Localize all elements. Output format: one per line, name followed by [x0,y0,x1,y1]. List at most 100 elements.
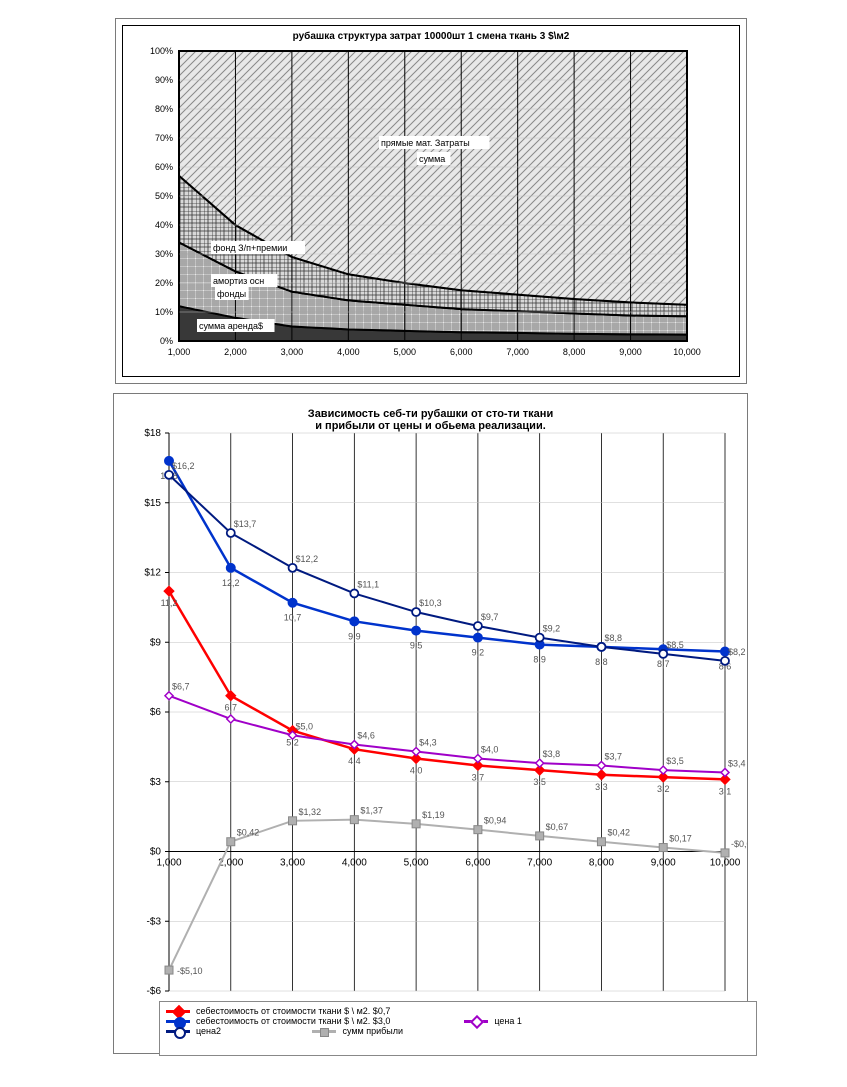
svg-text:8,000: 8,000 [589,858,614,869]
area-chart: 0%10%20%30%40%50%60%70%80%90%100%1,0002,… [116,19,746,383]
svg-text:0%: 0% [160,336,173,346]
svg-text:11,2: 11,2 [161,598,178,608]
svg-text:3,000: 3,000 [281,347,304,357]
svg-text:8,7: 8,7 [657,659,670,669]
svg-text:10%: 10% [155,307,173,317]
svg-text:12,2: 12,2 [222,578,240,588]
svg-text:80%: 80% [155,104,173,114]
svg-text:9,2: 9,2 [472,648,485,658]
svg-text:3,1: 3,1 [719,786,732,796]
svg-text:$3,7: $3,7 [604,751,622,761]
svg-text:$6: $6 [150,707,162,718]
svg-text:8,9: 8,9 [533,655,546,665]
svg-text:фонд З/п+премии: фонд З/п+премии [213,243,287,253]
svg-text:3,2: 3,2 [657,784,670,794]
svg-text:$1,19: $1,19 [422,810,445,820]
legend-item: себестоимость от стоимости ткани $ \ м2.… [166,1006,446,1016]
svg-text:$6,7: $6,7 [172,682,190,692]
svg-text:$4,0: $4,0 [481,745,499,755]
svg-text:7,000: 7,000 [527,858,552,869]
svg-text:7,000: 7,000 [506,347,529,357]
svg-text:$8,2: $8,2 [728,647,746,657]
svg-text:100%: 100% [150,46,173,56]
svg-text:4,0: 4,0 [410,766,423,776]
svg-text:9,9: 9,9 [348,631,361,641]
svg-text:$0,42: $0,42 [607,828,630,838]
svg-text:$1,32: $1,32 [299,807,322,817]
svg-text:$9,7: $9,7 [481,612,499,622]
svg-text:$18: $18 [144,428,161,439]
svg-text:$8,8: $8,8 [604,633,622,643]
svg-text:$0,67: $0,67 [546,822,569,832]
area-chart-panel: рубашка структура затрат 10000шт 1 смена… [115,18,747,384]
svg-text:3,5: 3,5 [533,777,546,787]
svg-text:8,8: 8,8 [595,657,608,667]
svg-text:5,000: 5,000 [394,347,417,357]
svg-text:-$5,10: -$5,10 [177,966,203,976]
svg-text:$9: $9 [150,637,162,648]
svg-text:$10,3: $10,3 [419,598,442,608]
legend-label: сумм прибыли [342,1026,403,1036]
svg-text:2,000: 2,000 [224,347,247,357]
svg-text:6,000: 6,000 [465,858,490,869]
svg-text:$13,7: $13,7 [234,519,257,529]
svg-text:$0: $0 [150,847,162,858]
svg-text:фонды: фонды [217,289,246,299]
svg-text:-$6: -$6 [147,986,162,997]
svg-text:$12,2: $12,2 [296,554,319,564]
svg-text:-$0,06: -$0,06 [731,839,747,849]
svg-text:$4,6: $4,6 [357,731,375,741]
svg-text:$8,5: $8,5 [666,640,684,650]
legend-label: себестоимость от стоимости ткани $ \ м2.… [196,1016,390,1026]
svg-text:$5,0: $5,0 [296,721,314,731]
svg-text:$4,3: $4,3 [419,738,437,748]
svg-text:прямые мат. Затраты: прямые мат. Затраты [381,138,470,148]
legend-label: себестоимость от стоимости ткани $ \ м2.… [196,1006,390,1016]
legend-label: цена 1 [494,1016,522,1026]
svg-text:10,7: 10,7 [284,613,302,623]
svg-text:10,000: 10,000 [710,858,741,869]
svg-text:5,000: 5,000 [404,858,429,869]
svg-text:$3: $3 [150,777,162,788]
svg-text:$12: $12 [144,568,161,579]
svg-text:$16,2: $16,2 [172,461,195,471]
legend-item: сумм прибыли [312,1026,440,1036]
svg-text:3,7: 3,7 [472,772,485,782]
line-chart-legend: себестоимость от стоимости ткани $ \ м2.… [159,1001,757,1056]
svg-text:$3,5: $3,5 [666,756,684,766]
svg-text:$9,2: $9,2 [543,624,561,634]
svg-text:9,000: 9,000 [651,858,676,869]
line-chart-panel: Зависимость себ-ти рубашки от сто-ти тка… [113,393,748,1054]
line-chart: -$6-$3$0$3$6$9$12$15$181,0002,0003,0004,… [114,394,747,1053]
svg-text:$0,17: $0,17 [669,834,692,844]
legend-item: цена2 [166,1026,294,1036]
svg-text:8,000: 8,000 [563,347,586,357]
svg-text:$15: $15 [144,498,161,509]
svg-text:$0,94: $0,94 [484,816,507,826]
svg-text:6,000: 6,000 [450,347,473,357]
legend-label: цена2 [196,1026,221,1036]
svg-text:4,000: 4,000 [337,347,360,357]
svg-text:90%: 90% [155,75,173,85]
svg-text:$3,8: $3,8 [543,749,561,759]
svg-text:$1,37: $1,37 [360,806,383,816]
svg-text:3,000: 3,000 [280,858,305,869]
svg-text:20%: 20% [155,278,173,288]
svg-text:9,000: 9,000 [619,347,642,357]
svg-text:10,000: 10,000 [673,347,701,357]
svg-text:30%: 30% [155,249,173,259]
svg-text:1,000: 1,000 [156,858,181,869]
legend-item: себестоимость от стоимости ткани $ \ м2.… [166,1016,446,1026]
svg-text:1,000: 1,000 [168,347,191,357]
svg-text:сумма аренда$: сумма аренда$ [199,321,263,331]
svg-text:$3,4: $3,4 [728,758,746,768]
svg-text:9,5: 9,5 [410,641,423,651]
svg-text:$0,42: $0,42 [237,828,260,838]
svg-text:40%: 40% [155,220,173,230]
svg-text:50%: 50% [155,191,173,201]
svg-text:-$3: -$3 [147,916,162,927]
svg-text:3,3: 3,3 [595,782,608,792]
svg-text:70%: 70% [155,133,173,143]
legend-item: цена 1 [464,1016,592,1026]
svg-text:6,7: 6,7 [225,703,238,713]
